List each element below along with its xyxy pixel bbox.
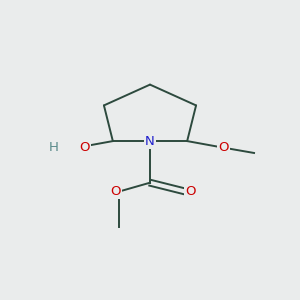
Text: O: O — [185, 185, 195, 198]
Text: O: O — [80, 140, 90, 154]
Text: O: O — [110, 185, 121, 198]
Text: N: N — [145, 135, 155, 148]
Text: O: O — [218, 140, 229, 154]
Text: H: H — [49, 140, 58, 154]
